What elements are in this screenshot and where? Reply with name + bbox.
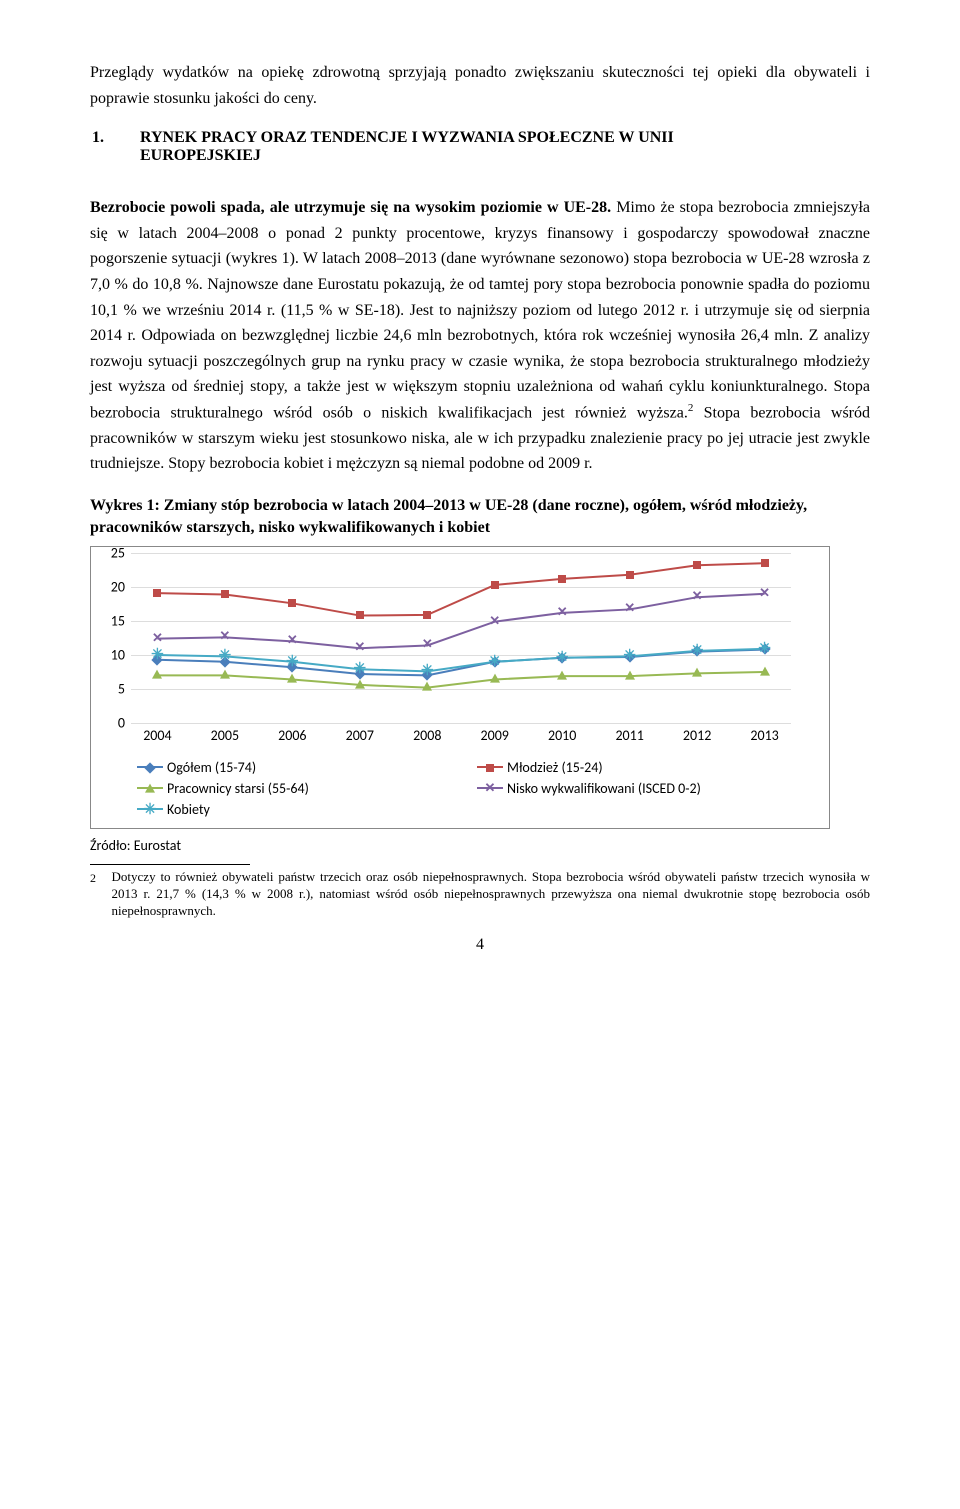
y-tick-label: 20 xyxy=(111,578,125,595)
data-marker: ✳ xyxy=(758,644,771,654)
data-marker xyxy=(220,670,230,679)
data-marker xyxy=(355,679,365,688)
data-marker xyxy=(287,674,297,683)
data-marker: ✕ xyxy=(219,633,230,641)
data-marker xyxy=(144,763,155,774)
data-marker xyxy=(221,590,229,598)
data-marker: ✳ xyxy=(286,657,299,667)
x-tick-label: 2012 xyxy=(683,727,711,744)
data-marker: ✕ xyxy=(557,609,568,617)
data-marker xyxy=(558,575,566,583)
data-marker xyxy=(557,671,567,680)
footnote-text: Dotyczy to również obywateli państw trze… xyxy=(112,869,870,920)
y-tick-label: 0 xyxy=(118,714,125,731)
data-marker xyxy=(625,671,635,680)
section-number: 1. xyxy=(92,129,104,146)
data-marker: ✳ xyxy=(144,805,157,815)
y-tick-label: 15 xyxy=(111,612,125,629)
legend-label: Kobiety xyxy=(167,801,210,818)
data-marker: ✕ xyxy=(624,605,635,613)
data-marker: ✕ xyxy=(485,785,496,793)
data-marker: ✳ xyxy=(556,653,569,663)
main-paragraph: Bezrobocie powoli spada, ale utrzymuje s… xyxy=(90,195,870,477)
intro-paragraph: Przeglądy wydatków na opiekę zdrowotną s… xyxy=(90,60,870,111)
data-marker: ✕ xyxy=(489,618,500,626)
plot-area: 0510152025200420052006200720082009201020… xyxy=(131,553,791,724)
series-line-nisko xyxy=(157,594,764,648)
section-heading: 1. RYNEK PRACY ORAZ TENDENCJE I WYZWANIA… xyxy=(90,127,682,167)
section-title-line2: EUROPEJSKIEJ xyxy=(140,147,674,165)
data-marker: ✳ xyxy=(691,646,704,656)
x-tick-label: 2013 xyxy=(750,727,778,744)
x-tick-label: 2007 xyxy=(346,727,374,744)
x-tick-label: 2009 xyxy=(481,727,509,744)
x-tick-label: 2011 xyxy=(615,727,643,744)
y-tick-label: 10 xyxy=(111,646,125,663)
legend-swatch xyxy=(477,766,503,768)
main-para-part1: Mimo że stopa bezrobocia zmniejszyła się… xyxy=(90,199,870,421)
data-marker xyxy=(693,561,701,569)
data-marker xyxy=(153,589,161,597)
x-tick-label: 2004 xyxy=(143,727,171,744)
data-marker: ✳ xyxy=(623,651,636,661)
data-marker: ✕ xyxy=(692,593,703,601)
data-marker: ✳ xyxy=(151,650,164,660)
data-marker: ✕ xyxy=(759,590,770,598)
legend-item-nisko: ✕ Nisko wykwalifikowani (ISCED 0-2) xyxy=(477,780,817,797)
legend-label: Ogółem (15-74) xyxy=(167,759,256,776)
x-tick-label: 2006 xyxy=(278,727,306,744)
chart-canvas: 0510152025200420052006200720082009201020… xyxy=(97,553,791,747)
figure-title: Wykres 1: Zmiany stóp bezrobocia w latac… xyxy=(90,495,870,540)
data-marker: ✳ xyxy=(354,664,367,674)
data-marker xyxy=(288,599,296,607)
y-tick-label: 25 xyxy=(111,544,125,561)
data-marker xyxy=(422,682,432,691)
data-marker xyxy=(490,674,500,683)
footnote-rule xyxy=(90,864,250,865)
series-line-mlodziez xyxy=(157,563,764,615)
footnote-number: 2 xyxy=(90,869,112,920)
data-marker xyxy=(423,611,431,619)
data-marker xyxy=(356,611,364,619)
data-marker: ✕ xyxy=(152,635,163,643)
data-marker: ✕ xyxy=(287,637,298,645)
data-marker xyxy=(145,784,155,793)
gridline xyxy=(131,723,791,724)
legend-swatch xyxy=(137,787,163,789)
data-marker: ✕ xyxy=(422,641,433,649)
y-tick-label: 5 xyxy=(118,680,125,697)
legend-swatch: ✳ xyxy=(137,808,163,810)
data-marker: ✳ xyxy=(488,657,501,667)
data-marker xyxy=(152,670,162,679)
data-marker: ✕ xyxy=(354,644,365,652)
chart-legend: Ogółem (15-74) Młodzież (15-24) Pracownicy… xyxy=(137,759,817,818)
x-tick-label: 2005 xyxy=(211,727,239,744)
data-marker: ✳ xyxy=(421,666,434,676)
x-tick-label: 2010 xyxy=(548,727,576,744)
data-marker xyxy=(760,666,770,675)
page-number: 4 xyxy=(90,936,870,954)
data-marker xyxy=(626,571,634,579)
data-marker xyxy=(491,581,499,589)
legend-swatch: ✕ xyxy=(477,787,503,789)
chart-container: 0 5 10 15 20 25 2004 2005 2006 2007 2008 2009 2010 20… xyxy=(90,546,830,829)
legend-item-kobiety: ✳ Kobiety xyxy=(137,801,477,818)
legend-item-starsi: Pracownicy starsi (55-64) xyxy=(137,780,477,797)
legend-swatch xyxy=(137,766,163,768)
x-tick-label: 2008 xyxy=(413,727,441,744)
data-marker xyxy=(692,668,702,677)
figure-source: Źródło: Eurostat xyxy=(90,837,870,854)
section-title-line1: RYNEK PRACY ORAZ TENDENCJE I WYZWANIA SP… xyxy=(140,129,674,147)
data-marker xyxy=(761,559,769,567)
legend-item-ogolem: Ogółem (15-74) xyxy=(137,759,477,776)
data-marker: ✳ xyxy=(219,651,232,661)
legend-label: Nisko wykwalifikowani (ISCED 0-2) xyxy=(507,780,701,797)
series-line-starsi xyxy=(157,672,764,688)
legend-label: Młodzież (15-24) xyxy=(507,759,603,776)
legend-item-mlodziez: Młodzież (15-24) xyxy=(477,759,817,776)
legend-label: Pracownicy starsi (55-64) xyxy=(167,780,309,797)
subheading-run: Bezrobocie powoli spada, ale utrzymuje s… xyxy=(90,199,611,216)
data-marker xyxy=(486,764,494,772)
footnote: 2 Dotyczy to również obywateli państw tr… xyxy=(90,869,870,920)
